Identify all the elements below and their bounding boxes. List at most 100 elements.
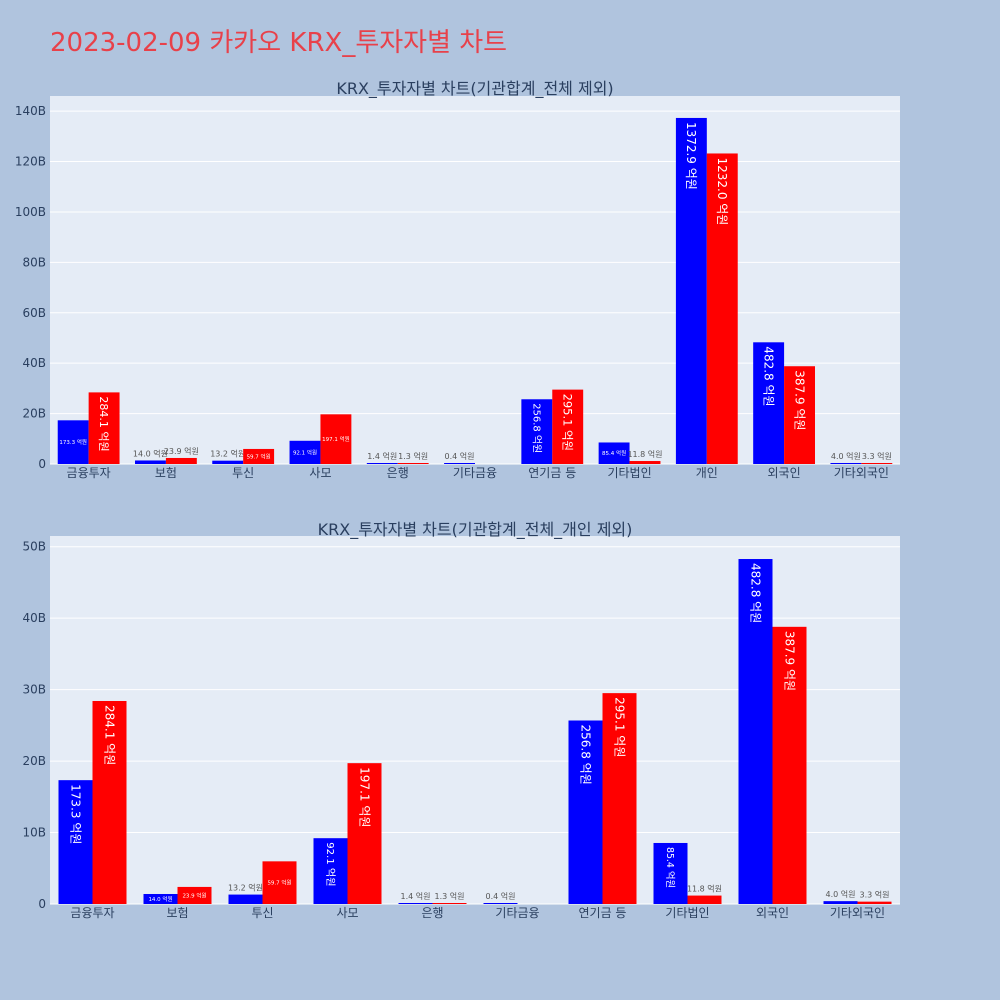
x-tick-label: 금융투자 xyxy=(70,906,114,920)
x-tick-label: 사모 xyxy=(309,466,331,480)
data-label: 387.9 억원 xyxy=(792,370,806,430)
data-label: 1.4 억원 xyxy=(401,891,431,901)
chart-title: KRX_투자자별 차트(기관합계_전체_개인 제외) xyxy=(318,520,633,540)
bar-sell xyxy=(135,460,166,464)
bar-sell xyxy=(366,463,398,464)
data-label: 1.3 억원 xyxy=(435,891,465,901)
bar-buy xyxy=(629,461,661,464)
y-tick-label: 40B xyxy=(22,611,46,625)
y-tick-label: 50B xyxy=(22,540,46,554)
data-label: 85.4 억원 xyxy=(602,449,626,457)
x-tick-label: 기타법인 xyxy=(607,466,651,480)
data-label: 173.3 억원 xyxy=(59,438,87,446)
data-label: 284.1 억원 xyxy=(97,396,110,451)
x-tick-label: 보험 xyxy=(166,906,188,920)
data-label: 3.3 억원 xyxy=(862,451,892,461)
data-label: 23.9 억원 xyxy=(164,446,199,456)
page-title: 2023-02-09 카카오 KRX_투자자별 차트 xyxy=(50,28,508,58)
data-label: 0.4 억원 xyxy=(445,451,475,461)
bar-buy xyxy=(262,861,297,904)
bar-buy xyxy=(432,903,467,904)
chart-1: 0 20B 40B 60B 80B 100B 120B 140B KRX_투자자별 차트(기관합… xyxy=(15,79,900,480)
data-label: 1232.0 억원 xyxy=(715,157,729,225)
data-label: 85.4 억원 xyxy=(664,847,676,888)
data-label: 23.9 억원 xyxy=(182,891,206,899)
x-tick-label: 보험 xyxy=(155,466,177,480)
bar-sell xyxy=(738,559,773,904)
data-label: 92.1 억원 xyxy=(293,448,317,456)
x-tick-label: 기타외국인 xyxy=(834,466,889,480)
bar-sell xyxy=(398,902,433,904)
bar-sell xyxy=(289,440,321,464)
data-label: 4.0 억원 xyxy=(826,889,856,899)
x-tick-label: 기타법인 xyxy=(665,906,709,920)
x-tick-label: 금융투자 xyxy=(67,466,111,480)
data-label: 256.8 억원 xyxy=(578,725,592,785)
bar-sell xyxy=(228,894,263,904)
data-label: 295.1 억원 xyxy=(612,697,626,757)
y-tick-label: 30B xyxy=(22,683,46,697)
y-tick-label: 10B xyxy=(22,826,46,840)
bar-buy xyxy=(861,463,893,464)
x-tick-label: 연기금 등 xyxy=(579,906,627,920)
y-tick-label: 120B xyxy=(15,155,46,169)
bar-sell xyxy=(483,903,518,904)
data-label: 1372.9 억원 xyxy=(684,122,698,190)
data-label: 0.4 억원 xyxy=(486,891,516,901)
data-label: 482.8 억원 xyxy=(761,346,775,406)
data-label: 13.2 억원 xyxy=(210,449,245,459)
data-label: 11.8 억원 xyxy=(627,449,662,459)
bar-buy xyxy=(320,414,352,464)
bar-sell xyxy=(58,780,93,904)
bar-buy xyxy=(784,366,815,464)
bar-sell xyxy=(57,420,89,464)
bar-sell xyxy=(675,117,707,464)
data-label: 482.8 억원 xyxy=(748,563,762,623)
bar-buy xyxy=(857,901,892,904)
data-label: 3.3 억원 xyxy=(860,890,890,900)
x-tick-label: 기타외국인 xyxy=(830,906,885,920)
chart-2: 0 10B 20B 30B 40B 50B KRX_투자자별 차트(기관합계_전체_개인 제… xyxy=(22,520,900,920)
bar-buy xyxy=(92,700,127,904)
x-tick-label: 외국인 xyxy=(768,466,801,480)
bar-sell xyxy=(568,720,603,904)
bar-buy xyxy=(687,895,722,904)
data-label: 59.7 억원 xyxy=(267,879,291,887)
data-label: 173.3 억원 xyxy=(68,784,82,844)
data-label: 4.0 억원 xyxy=(831,451,861,461)
bar-sell xyxy=(212,460,244,464)
x-tick-label: 외국인 xyxy=(756,906,789,920)
y-tick-label: 0 xyxy=(38,897,46,911)
x-tick-label: 기타금융 xyxy=(453,466,497,480)
y-tick-label: 20B xyxy=(22,407,46,421)
chart-title: KRX_투자자별 차트(기관합계_전체 제외) xyxy=(336,79,613,99)
x-tick-label: 투신 xyxy=(251,906,273,920)
data-label: 59.7 억원 xyxy=(247,452,271,460)
bar-buy xyxy=(772,626,807,904)
bar-buy xyxy=(706,153,738,464)
data-label: 284.1 억원 xyxy=(102,705,116,765)
bar-buy xyxy=(243,448,275,464)
bar-sell xyxy=(313,838,348,904)
x-tick-label: 투신 xyxy=(232,466,254,480)
y-tick-label: 40B xyxy=(22,356,46,370)
bar-sell xyxy=(143,893,178,904)
data-label: 1.4 억원 xyxy=(367,451,397,461)
x-tick-label: 사모 xyxy=(336,906,358,920)
y-tick-label: 100B xyxy=(15,205,46,219)
bar-sell xyxy=(444,463,475,464)
data-label: 197.1 억원 xyxy=(322,435,350,443)
data-label: 387.9 억원 xyxy=(782,631,796,691)
x-tick-label: 기타금융 xyxy=(495,906,539,920)
bar-sell xyxy=(830,462,862,464)
bar-buy xyxy=(552,389,584,464)
y-tick-label: 20B xyxy=(22,754,46,768)
data-label: 11.8 억원 xyxy=(687,884,722,894)
x-tick-label: 은행 xyxy=(387,465,409,480)
bar-sell xyxy=(598,442,630,464)
data-label: 92.1 억원 xyxy=(324,842,336,886)
data-label: 197.1 억원 xyxy=(357,767,371,827)
data-label: 13.2 억원 xyxy=(228,883,263,893)
data-label: 14.0 억원 xyxy=(148,895,172,903)
